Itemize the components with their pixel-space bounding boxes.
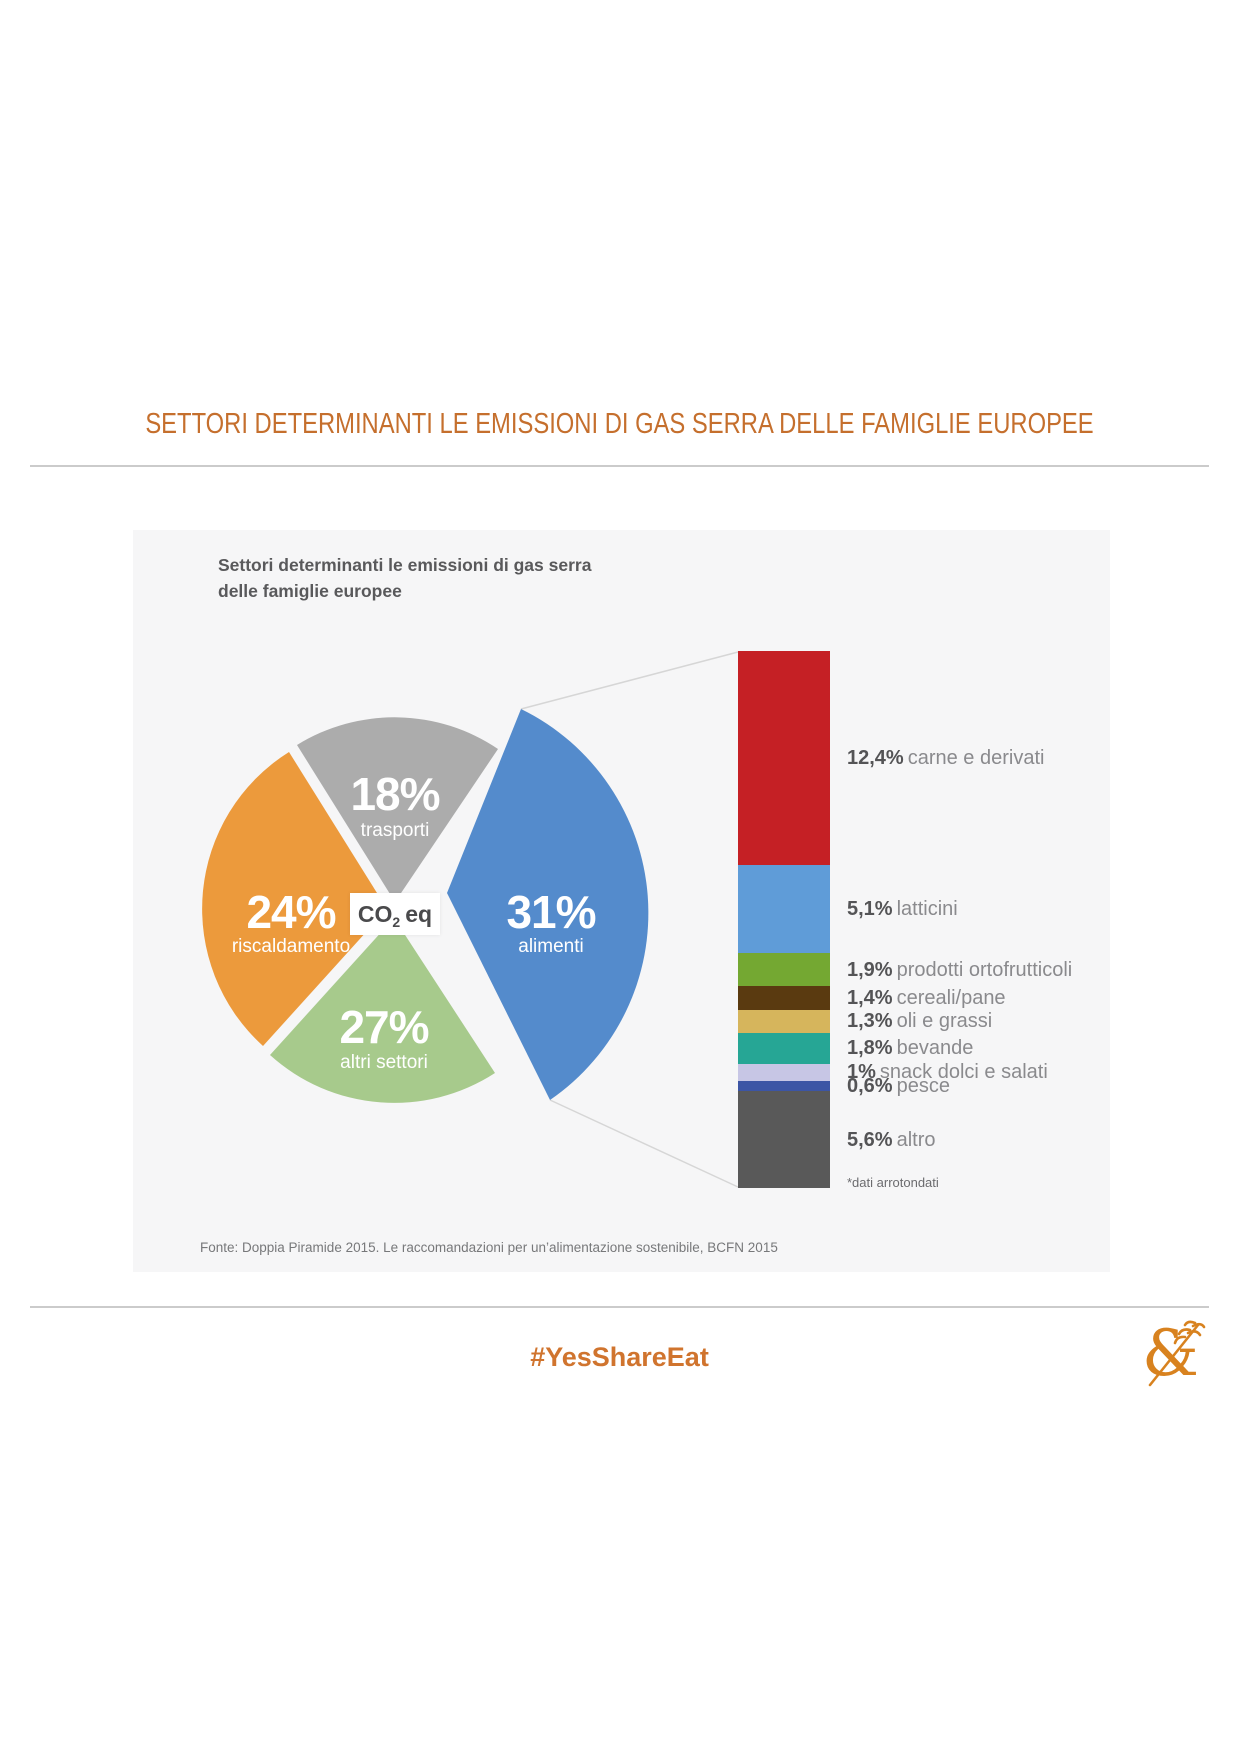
pie-pct-riscaldamento: 24% xyxy=(246,886,335,938)
bar-segment-snack-dolci-e-salati xyxy=(738,1063,830,1081)
bar-label-pesce: 0,6% pesce xyxy=(847,1075,950,1098)
bar-label-oli-e-grassi: 1,3% oli e grassi xyxy=(847,1010,993,1033)
co2-eq-badge: CO 2 eq xyxy=(350,893,440,935)
pie-slice-alimenti xyxy=(447,709,649,1100)
ampersand-glyph: & xyxy=(1142,1317,1199,1390)
footer-divider xyxy=(30,1306,1209,1308)
co2-prefix: CO xyxy=(357,900,393,927)
bar-label-prodotti-ortofrutticoli: 1,9% prodotti ortofrutticoli xyxy=(847,958,1073,981)
pie-label-trasporti: trasporti xyxy=(361,820,430,841)
bar-segment-prodotti-ortofrutticoli xyxy=(738,953,830,986)
co2-subscript: 2 xyxy=(392,914,401,930)
pie-pct-alimenti: 31% xyxy=(506,886,595,938)
bar-segment-cereali-pane xyxy=(738,985,830,1011)
hashtag-text: #YesShareEat xyxy=(530,1342,709,1372)
pie-label-alimenti: alimenti xyxy=(518,936,583,957)
bar-segment-oli-e-grassi xyxy=(738,1010,830,1033)
bar-label-latticini: 5,1% latticini xyxy=(847,898,958,921)
bar-label-snack-dolci-e-salati: 1% snack dolci e salati xyxy=(847,1061,1048,1084)
bar-segment-carne-e-derivati xyxy=(738,651,830,866)
pie-label-altri-settori: altri settori xyxy=(340,1052,428,1073)
connector-line-top xyxy=(520,651,739,710)
chart-title: Settori determinanti le emissioni di gas… xyxy=(218,552,591,604)
bar-label-altro: 5,6% altro xyxy=(847,1128,936,1151)
bar-segment-latticini xyxy=(738,865,830,954)
pie-slice-trasporti xyxy=(297,717,498,902)
connector-line-bottom xyxy=(549,1099,739,1188)
co2-suffix: eq xyxy=(405,900,433,927)
bar-segment-pesce xyxy=(738,1080,830,1092)
wheat-ear-icon xyxy=(1148,1320,1206,1387)
food-stacked-bar xyxy=(738,651,830,1188)
pie-slice-altri-settori xyxy=(270,918,495,1103)
pie-label-riscaldamento: riscaldamento xyxy=(232,936,350,957)
bar-label-carne-e-derivati: 12,4% carne e derivati xyxy=(847,747,1045,770)
rounding-footnote: *dati arrotondati xyxy=(847,1175,939,1190)
pie-pct-trasporti: 18% xyxy=(350,768,439,820)
chart-title-line1: Settori determinanti le emissioni di gas… xyxy=(218,555,592,575)
brand-logo: & xyxy=(1142,1317,1206,1390)
source-note: Fonte: Doppia Piramide 2015. Le raccoman… xyxy=(200,1240,778,1255)
chart-title-line2: delle famiglie europee xyxy=(218,581,402,601)
bar-label-bevande: 1,8% bevande xyxy=(847,1037,974,1060)
bar-segment-bevande xyxy=(738,1032,830,1064)
bar-segment-altro xyxy=(738,1091,830,1188)
bar-label-cereali-pane: 1,4% cereali/pane xyxy=(847,987,1006,1010)
page-title: SETTORI DETERMINANTI LE EMISSIONI DI GAS… xyxy=(145,408,1094,440)
pie-pct-altri-settori: 27% xyxy=(339,1001,428,1053)
header-divider xyxy=(30,465,1209,467)
pie-slice-riscaldamento xyxy=(202,752,387,1046)
